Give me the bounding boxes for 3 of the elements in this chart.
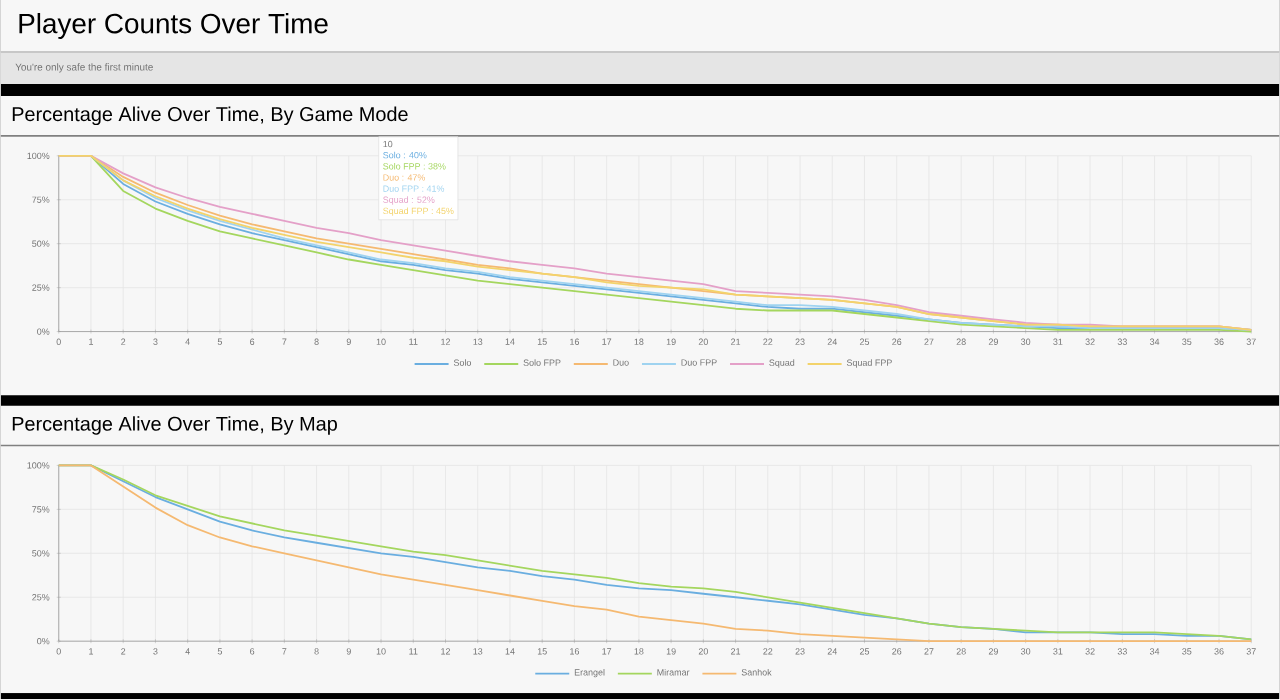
text: Player Counts Over Time [19,13,328,40]
chart-title: Percentage Alive Over Time, By Game Mode [12,107,408,126]
chart-title: Percentage Alive Over Time, By Map [12,416,337,436]
